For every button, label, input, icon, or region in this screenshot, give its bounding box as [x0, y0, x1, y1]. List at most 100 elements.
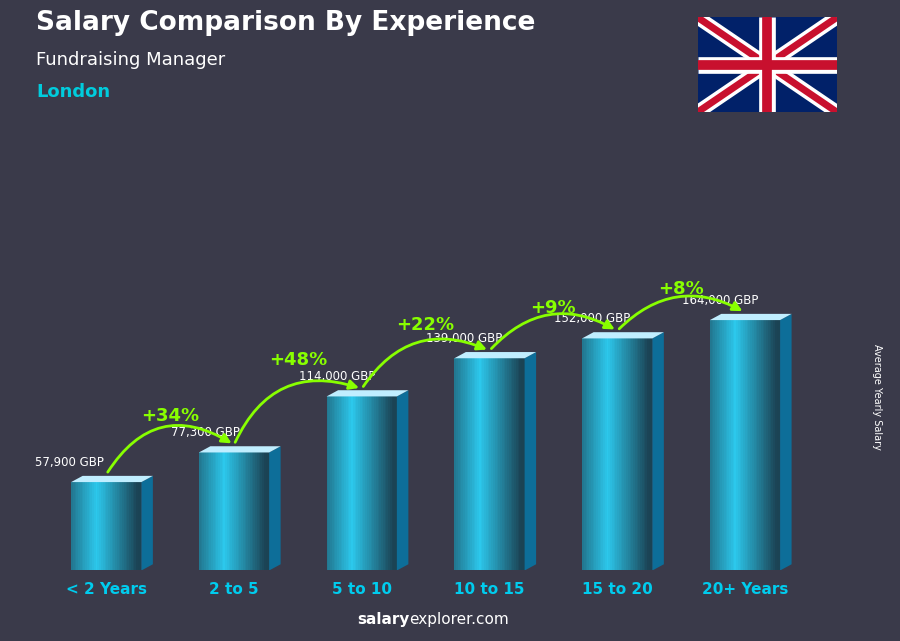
Bar	[97, 482, 99, 570]
Bar	[491, 358, 493, 570]
Bar	[241, 453, 243, 570]
Bar	[245, 453, 247, 570]
Bar	[488, 358, 490, 570]
Bar	[113, 482, 115, 570]
Bar	[260, 453, 262, 570]
Bar	[126, 482, 127, 570]
Bar	[514, 358, 516, 570]
Bar	[747, 320, 749, 570]
Bar	[591, 338, 592, 570]
Bar	[208, 453, 210, 570]
Bar	[614, 338, 616, 570]
Bar	[512, 358, 514, 570]
Bar	[734, 320, 736, 570]
Bar	[621, 338, 623, 570]
Bar	[338, 396, 339, 570]
Bar	[486, 358, 488, 570]
Bar	[342, 396, 344, 570]
Bar	[598, 338, 599, 570]
Bar	[454, 358, 456, 570]
Bar	[628, 338, 629, 570]
Bar	[508, 358, 510, 570]
Bar	[256, 453, 258, 570]
Bar	[386, 396, 388, 570]
Bar	[239, 453, 241, 570]
Bar	[367, 396, 369, 570]
Bar	[346, 396, 347, 570]
Polygon shape	[582, 332, 664, 338]
Text: 57,900 GBP: 57,900 GBP	[35, 456, 104, 469]
Bar	[339, 396, 341, 570]
Bar	[775, 320, 777, 570]
Bar	[252, 453, 253, 570]
Text: +8%: +8%	[658, 280, 704, 298]
Bar	[718, 320, 720, 570]
Bar	[344, 396, 346, 570]
Bar	[605, 338, 607, 570]
Bar	[629, 338, 631, 570]
Bar	[590, 338, 591, 570]
Bar	[738, 320, 740, 570]
Text: 139,000 GBP: 139,000 GBP	[427, 332, 502, 345]
Bar	[140, 482, 141, 570]
Bar	[381, 396, 382, 570]
Bar	[225, 453, 227, 570]
Bar	[378, 396, 379, 570]
Bar	[349, 396, 351, 570]
Bar	[484, 358, 486, 570]
Bar	[132, 482, 134, 570]
Bar	[475, 358, 477, 570]
Bar	[724, 320, 725, 570]
Bar	[649, 338, 651, 570]
Bar	[89, 482, 90, 570]
Bar	[80, 482, 82, 570]
Bar	[202, 453, 204, 570]
Bar	[503, 358, 505, 570]
Bar	[238, 453, 239, 570]
Bar	[599, 338, 601, 570]
Bar	[507, 358, 508, 570]
Bar	[458, 358, 460, 570]
Bar	[212, 453, 213, 570]
Bar	[258, 453, 260, 570]
Bar	[384, 396, 386, 570]
Bar	[733, 320, 734, 570]
Bar	[82, 482, 84, 570]
Bar	[460, 358, 462, 570]
Bar	[720, 320, 722, 570]
Bar	[647, 338, 649, 570]
Bar	[92, 482, 94, 570]
Bar	[106, 482, 108, 570]
Bar	[90, 482, 92, 570]
Bar	[216, 453, 218, 570]
Bar	[390, 396, 392, 570]
Bar	[716, 320, 717, 570]
Bar	[103, 482, 104, 570]
Bar	[115, 482, 117, 570]
Bar	[710, 320, 712, 570]
Bar	[481, 358, 482, 570]
Bar	[644, 338, 645, 570]
Bar	[330, 396, 332, 570]
Bar	[101, 482, 103, 570]
Bar	[771, 320, 773, 570]
Bar	[596, 338, 598, 570]
Bar	[87, 482, 89, 570]
Bar	[243, 453, 245, 570]
Bar	[505, 358, 507, 570]
Bar	[603, 338, 605, 570]
Bar	[516, 358, 517, 570]
Bar	[752, 320, 753, 570]
Bar	[582, 338, 584, 570]
Bar	[502, 358, 503, 570]
Text: 77,300 GBP: 77,300 GBP	[171, 426, 239, 439]
Bar	[374, 396, 376, 570]
Bar	[751, 320, 752, 570]
Bar	[464, 358, 465, 570]
Bar	[247, 453, 248, 570]
Bar	[71, 482, 73, 570]
Bar	[255, 453, 256, 570]
Bar	[248, 453, 250, 570]
Bar	[523, 358, 525, 570]
Bar	[468, 358, 470, 570]
